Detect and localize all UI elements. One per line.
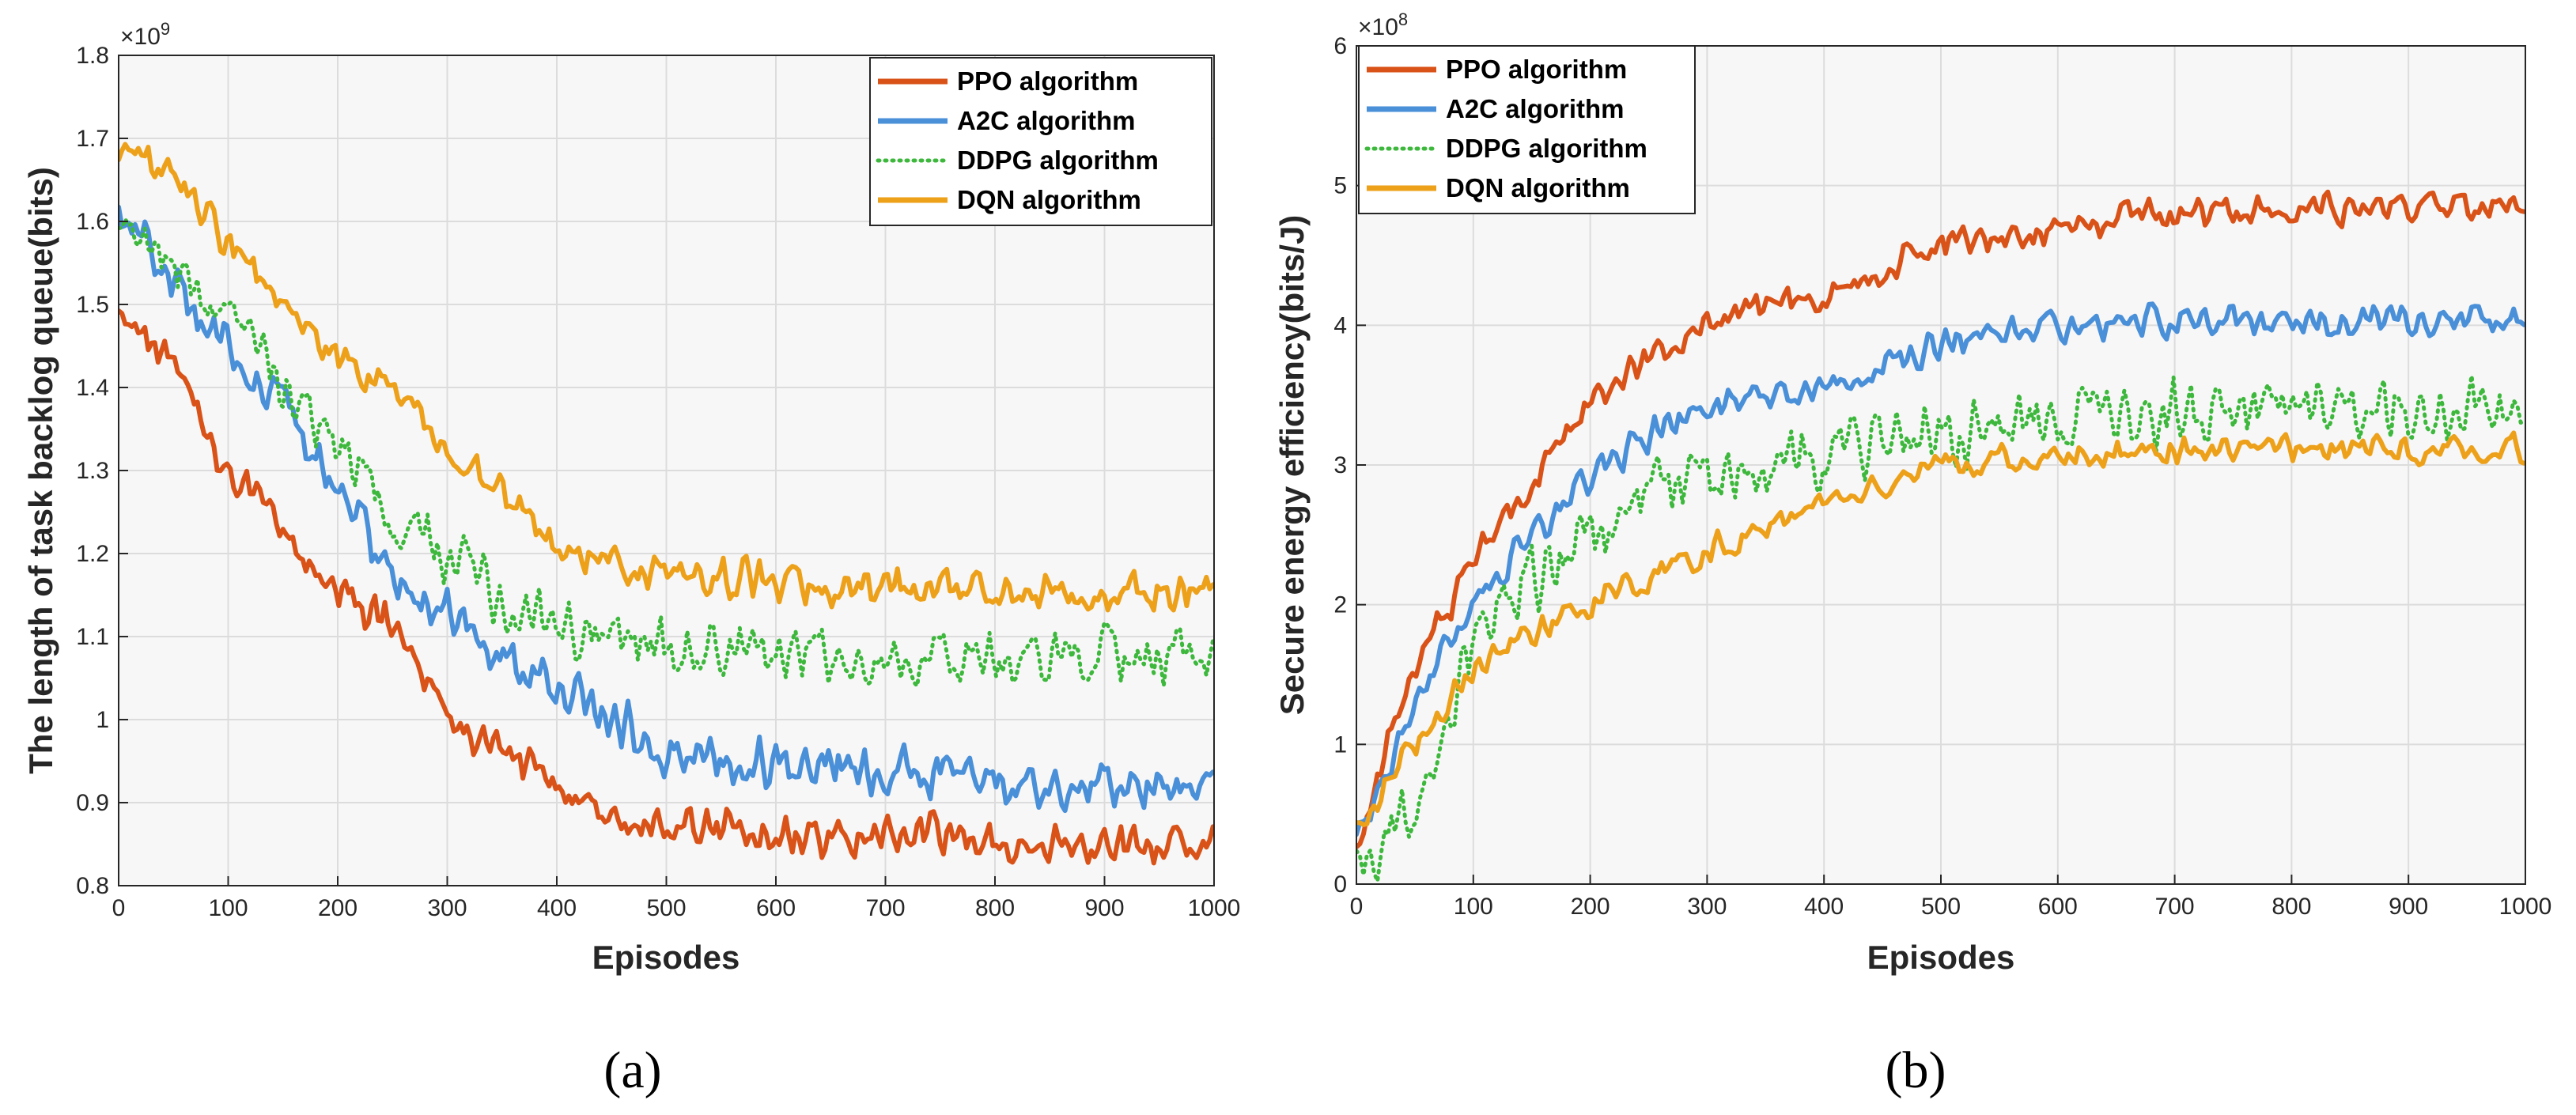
- ticks-a: 0 100 200 300 400 500 600 700 800 900 1000 0.8 0.9 1 1…: [76, 43, 1240, 921]
- series-line-ddpg: [1356, 373, 2525, 883]
- x-tick-label: 200: [318, 895, 357, 921]
- exponent-power-a: 9: [161, 19, 170, 39]
- exponent-base-a: ×10: [120, 24, 161, 50]
- y-tick-label: 5: [1333, 173, 1347, 199]
- series-line-dqn: [1356, 430, 2525, 827]
- y-axis-label-a: The length of task backlog queue(bits): [22, 167, 59, 774]
- exponent-label-a: ×109: [120, 19, 170, 50]
- legend-a: PPO algorithm A2C algorithm DDPG algorithm…: [869, 57, 1212, 226]
- y-tick-label: 3: [1333, 452, 1347, 478]
- series-line-ppo: [1356, 189, 2525, 850]
- x-tick-label: 400: [1804, 894, 1844, 920]
- y-tick-label: 1.8: [76, 43, 109, 69]
- series-line-ddpg: [119, 217, 1214, 689]
- panel-a: 0 100 200 300 400 500 600 700 800 900 1000 0.8 0.9 1 1…: [22, 19, 1240, 1099]
- panel-caption-b: (b): [1886, 1041, 1946, 1099]
- legend-entry-label: PPO algorithm: [1446, 55, 1627, 84]
- x-tick-label: 900: [1084, 895, 1124, 921]
- panel-caption-a: (a): [603, 1041, 661, 1099]
- x-tick-label: 500: [646, 895, 686, 921]
- y-tick-label: 0.8: [76, 873, 109, 899]
- y-axis-label-b: Secure energy efficiency(bits/J): [1273, 215, 1311, 716]
- x-tick-label: 1000: [2499, 894, 2552, 920]
- legend-entry-label: DQN algorithm: [1446, 173, 1630, 202]
- exponent-label-b: ×108: [1358, 9, 1408, 40]
- y-tick-label: 2: [1333, 592, 1347, 618]
- series-line-a2c: [1356, 301, 2525, 837]
- x-tick-label: 0: [112, 895, 126, 921]
- x-tick-label: 200: [1571, 894, 1610, 920]
- y-tick-label: 4: [1333, 312, 1347, 338]
- grid-b: [1356, 46, 2525, 884]
- legend-entry-label: A2C algorithm: [957, 106, 1136, 135]
- x-tick-label: 700: [865, 895, 905, 921]
- y-tick-label: 1.1: [76, 624, 109, 650]
- x-tick-label: 100: [1454, 894, 1493, 920]
- y-tick-label: 1: [1333, 731, 1347, 758]
- x-axis-label-b: Episodes: [1867, 939, 2015, 976]
- x-tick-label: 700: [2155, 894, 2195, 920]
- x-tick-label: 900: [2389, 894, 2428, 920]
- x-tick-label: 400: [537, 895, 577, 921]
- panel-b: 0 100 200 300 400 500 600 700 800 900 10000123456 …: [1273, 9, 2551, 1099]
- series-layer-a: [119, 142, 1214, 866]
- y-tick-label: 0: [1333, 871, 1347, 898]
- y-tick-label: 1.7: [76, 126, 109, 152]
- legend-b: PPO algorithm A2C algorithm DDPG algorithm…: [1358, 45, 1696, 214]
- y-tick-label: 1.4: [76, 375, 109, 401]
- x-tick-label: 600: [2038, 894, 2078, 920]
- series-line-a2c: [119, 204, 1214, 814]
- legend-entry-label: PPO algorithm: [957, 66, 1138, 96]
- y-tick-label: 1.2: [76, 541, 109, 567]
- y-tick-label: 1.5: [76, 292, 109, 318]
- x-tick-label: 100: [208, 895, 248, 921]
- series-line-ppo: [119, 308, 1214, 866]
- legend-entry-label: A2C algorithm: [1446, 94, 1625, 123]
- exponent-base-b: ×10: [1358, 14, 1398, 40]
- exponent-power-b: 8: [1398, 9, 1408, 29]
- y-tick-label: 1.3: [76, 458, 109, 484]
- x-tick-label: 1000: [1188, 895, 1241, 921]
- y-tick-label: 1: [96, 707, 109, 733]
- x-tick-label: 800: [975, 895, 1015, 921]
- x-tick-label: 600: [756, 895, 796, 921]
- legend-entry-label: DDPG algorithm: [957, 146, 1159, 175]
- legend-entry-label: DQN algorithm: [957, 185, 1141, 214]
- y-tick-label: 0.9: [76, 790, 109, 816]
- series-layer-b: [1356, 189, 2525, 883]
- x-tick-label: 0: [1350, 894, 1364, 920]
- series-line-dqn: [119, 142, 1214, 613]
- ticks-b: 0 100 200 300 400 500 600 700 800 900 1000 0 1 2 3 4 5 6: [1333, 33, 2551, 920]
- x-tick-label: 800: [2271, 894, 2311, 920]
- x-tick-label: 300: [427, 895, 467, 921]
- x-tick-label: 300: [1687, 894, 1727, 920]
- y-tick-label: 6: [1333, 33, 1347, 59]
- x-axis-label-a: Episodes: [592, 939, 740, 976]
- y-tick-label: 1.6: [76, 209, 109, 235]
- x-tick-label: 500: [1921, 894, 1961, 920]
- legend-entry-label: DDPG algorithm: [1446, 134, 1647, 163]
